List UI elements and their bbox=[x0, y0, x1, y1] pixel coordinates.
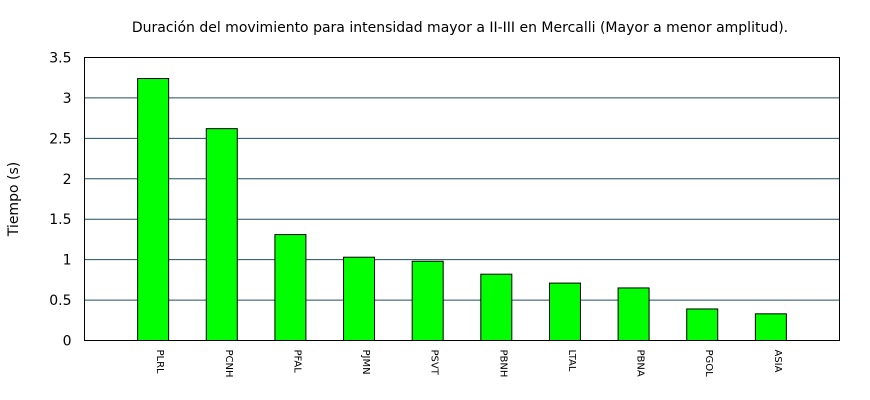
y-tick-label: 2.5 bbox=[49, 131, 71, 147]
bar-pbnh bbox=[480, 273, 513, 341]
bar-pgol bbox=[686, 308, 719, 342]
x-tick-label: PSVT bbox=[429, 350, 440, 376]
x-tick-label: PFAL bbox=[291, 350, 302, 374]
x-tick-label: ASIA bbox=[772, 350, 783, 373]
x-axis-ticks: PLRL PCNH PFAL PJMN PSVT PBNH LTAL PBNA PGOL ASIA bbox=[154, 350, 783, 378]
y-tick-label: 0 bbox=[63, 334, 72, 350]
bar-pjmn bbox=[343, 256, 376, 341]
y-axis-label: Tiempo (s) bbox=[6, 162, 22, 237]
x-tick-label: PGOL bbox=[703, 350, 714, 378]
gridlines bbox=[84, 97, 840, 301]
bar-pbna bbox=[617, 287, 650, 342]
y-tick-label: 1 bbox=[63, 253, 72, 269]
bar-plrl bbox=[137, 78, 170, 341]
plot-area-frame bbox=[84, 57, 840, 341]
bar-psvt bbox=[411, 260, 444, 342]
x-tick-label: PCNH bbox=[223, 350, 234, 378]
y-tick-label: 1.5 bbox=[49, 212, 71, 228]
bar-asia bbox=[754, 313, 787, 341]
bar-pfal bbox=[274, 234, 307, 342]
bar-pcnh bbox=[205, 128, 238, 341]
bar-ltal bbox=[548, 282, 581, 342]
y-tick-label: 3.5 bbox=[49, 51, 71, 67]
y-tick-label: 3 bbox=[63, 91, 72, 107]
x-tick-label: LTAL bbox=[566, 350, 577, 372]
y-tick-label: 0.5 bbox=[49, 293, 71, 309]
x-tick-label: PLRL bbox=[154, 350, 165, 375]
y-axis-ticks: 0 0.5 1 1.5 2 2.5 3 3.5 bbox=[49, 51, 71, 350]
y-tick-label: 2 bbox=[63, 172, 72, 188]
x-tick-label: PBNH bbox=[497, 350, 508, 378]
chart-title: Duración del movimiento para intensidad … bbox=[132, 20, 788, 36]
bars bbox=[137, 78, 787, 342]
x-tick-label: PJMN bbox=[360, 350, 371, 375]
x-tick-label: PBNA bbox=[635, 350, 646, 377]
